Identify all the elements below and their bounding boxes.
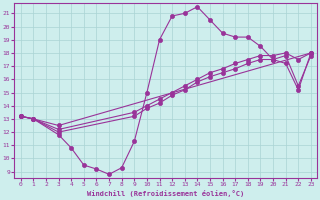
- X-axis label: Windchill (Refroidissement éolien,°C): Windchill (Refroidissement éolien,°C): [87, 190, 244, 197]
